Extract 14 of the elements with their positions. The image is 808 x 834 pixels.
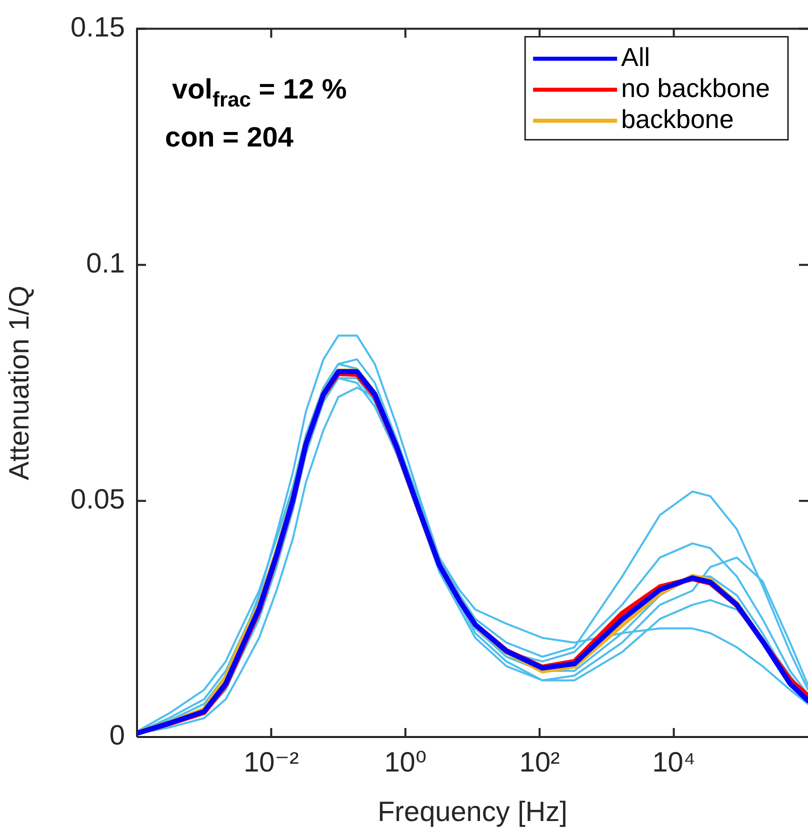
y-tick-label: 0.15 <box>70 12 125 43</box>
x-tick-label: 10⁻² <box>244 746 299 778</box>
x-axis-title: Frequency [Hz] <box>378 796 568 827</box>
legend-label: All <box>621 42 650 72</box>
y-tick-label: 0.05 <box>70 484 125 515</box>
y-tick-label: 0.1 <box>86 248 125 279</box>
y-tick-label: 0 <box>109 720 125 751</box>
x-tick-label: 10⁴ <box>652 746 696 778</box>
annotation: con = 204 <box>165 122 294 153</box>
x-tick-label: 10⁰ <box>384 746 427 778</box>
legend-label: no backbone <box>621 72 770 103</box>
x-tick-label: 10² <box>519 746 560 778</box>
legend-label: backbone <box>621 104 734 134</box>
y-axis-title: Attenuation 1/Q <box>4 286 35 480</box>
